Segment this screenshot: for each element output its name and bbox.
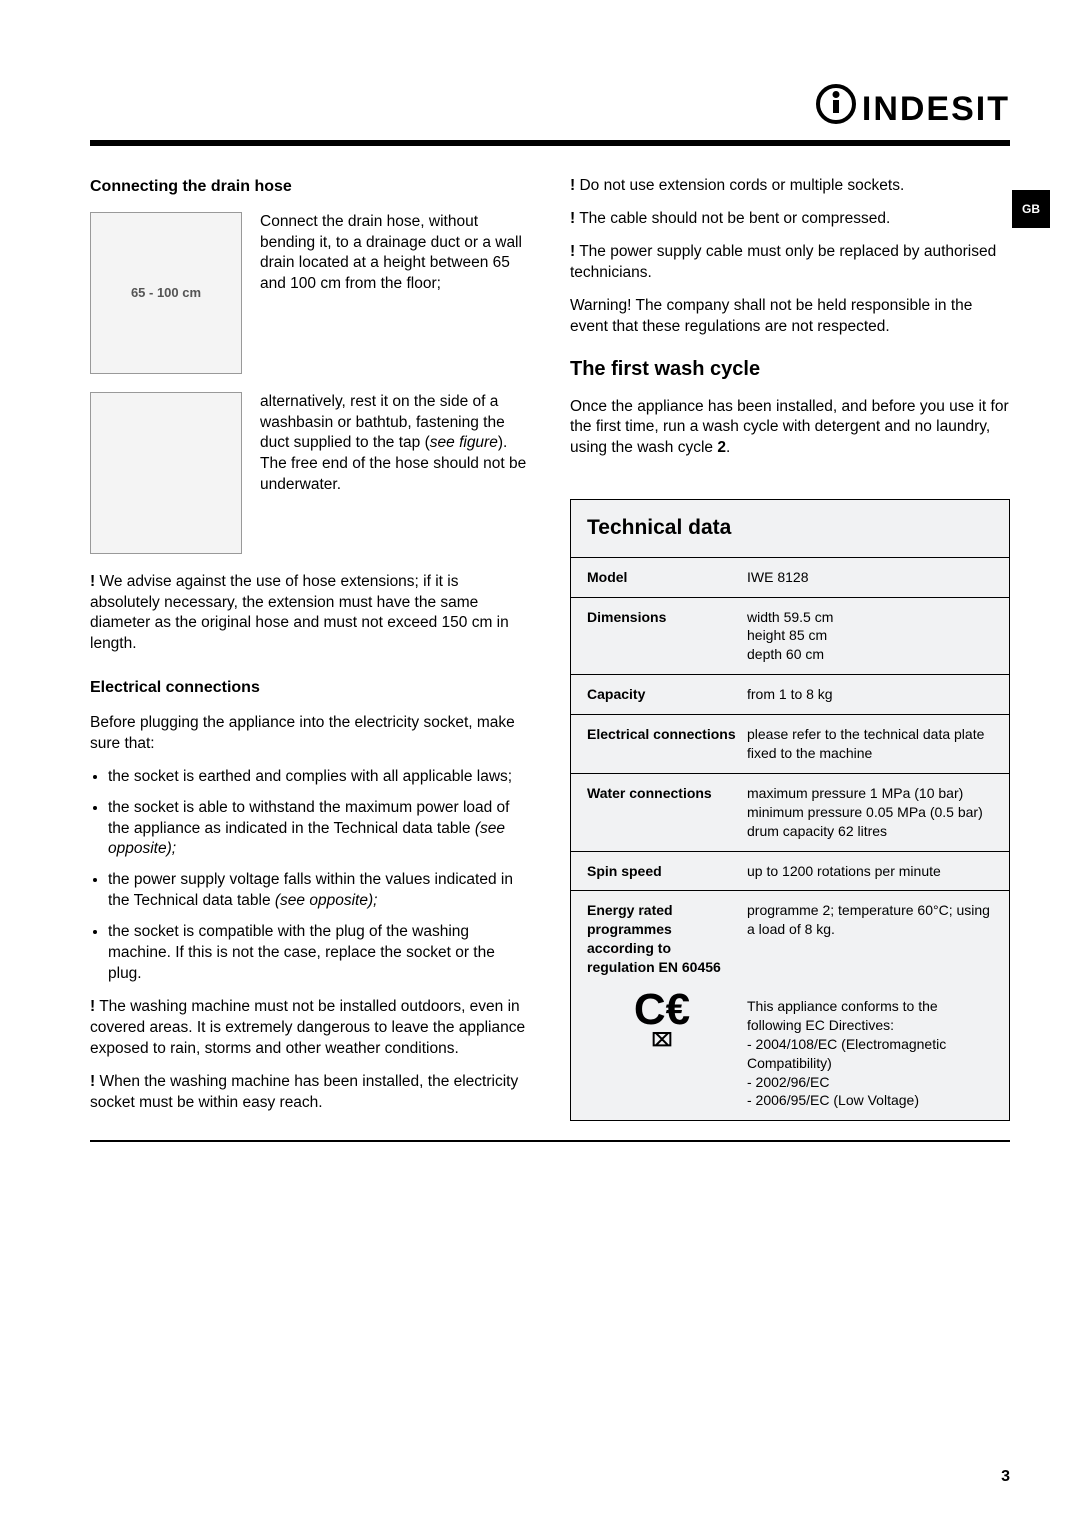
left-column: Connecting the drain hose 65 - 100 cm Co…	[90, 176, 530, 1126]
tech-key: Spin speed	[587, 862, 737, 881]
warn-outdoor: ! The washing machine must not be instal…	[90, 997, 530, 1060]
figure-basin	[90, 392, 242, 554]
warn-supply: ! The power supply cable must only be re…	[570, 242, 1010, 284]
tech-row: Model IWE 8128	[571, 558, 1009, 598]
elec-bullets: the socket is earthed and complies with …	[90, 767, 530, 985]
first-wash-b: .	[726, 439, 730, 456]
tech-row-ce: C€⌧ This appliance conforms to the follo…	[571, 987, 1009, 1120]
technical-data-box: Technical data Model IWE 8128 Dimensionswi…	[570, 499, 1010, 1121]
warn-hose: ! We advise against the use of hose exte…	[90, 572, 530, 656]
tech-rows: Model IWE 8128 Dimensionswidth 59.5 cm hei…	[571, 558, 1009, 987]
tech-key: Electrical connections	[587, 725, 737, 763]
figure-1-label: 65 - 100 cm	[131, 284, 201, 302]
bullet-2a: the socket is able to withstand the maxi…	[108, 799, 509, 837]
tech-key: Energy rated programmes according to reg…	[587, 901, 737, 977]
warn-company: Warning! The company shall not be held r…	[570, 296, 1010, 338]
warn-cable-text: The cable should not be bent or compress…	[575, 210, 890, 227]
warn-reach-text: When the washing machine has been instal…	[90, 1073, 518, 1111]
tech-row: Water connectionsmaximum pressure 1 MPa …	[571, 774, 1009, 852]
bullet-3: the power supply voltage falls within th…	[108, 870, 530, 912]
tech-row: Electrical connections please refer to th…	[571, 715, 1009, 774]
para-drain: Connect the drain hose, without bending …	[260, 212, 530, 296]
heading-drain: Connecting the drain hose	[90, 176, 530, 198]
page-number: 3	[1001, 1466, 1010, 1488]
tech-row: Energy rated programmes according to reg…	[571, 891, 1009, 987]
tech-value: IWE 8128	[747, 568, 993, 587]
figure-block-2: alternatively, rest it on the side of a …	[90, 392, 530, 554]
warn-extension-text: Do not use extension cords or multiple s…	[575, 177, 904, 194]
tech-key: Capacity	[587, 685, 737, 704]
tech-title: Technical data	[571, 500, 1009, 557]
heading-electrical: Electrical connections	[90, 677, 530, 699]
warn-cable: ! The cable should not be bent or compre…	[570, 209, 1010, 230]
warn-supply-text: The power supply cable must only be repl…	[570, 243, 996, 281]
elec-intro: Before plugging the appliance into the e…	[90, 713, 530, 755]
tech-value: width 59.5 cm height 85 cm depth 60 cm	[747, 608, 993, 665]
figure-block-1: 65 - 100 cm Connect the drain hose, with…	[90, 212, 530, 374]
para-alt: alternatively, rest it on the side of a …	[260, 392, 530, 497]
ce-text: This appliance conforms to the following…	[747, 997, 993, 1110]
tech-key: Water connections	[587, 784, 737, 841]
first-wash-num: 2	[717, 439, 726, 456]
ce-mark-icon: C€⌧	[587, 997, 737, 1110]
bullet-3-it: (see opposite);	[275, 892, 378, 909]
bullet-4: the socket is compatible with the plug o…	[108, 922, 530, 985]
tech-row: Dimensionswidth 59.5 cm height 85 cm dep…	[571, 598, 1009, 676]
tech-key: Model	[587, 568, 737, 587]
tech-value: programme 2; temperature 60°C; using a l…	[747, 901, 993, 977]
brand-logo: INDESIT	[816, 80, 1010, 133]
footer-rule	[90, 1140, 1010, 1142]
content-columns: Connecting the drain hose 65 - 100 cm Co…	[90, 176, 1010, 1126]
brand-text: INDESIT	[862, 90, 1010, 128]
bullet-2: the socket is able to withstand the maxi…	[108, 798, 530, 861]
figure-drain-height: 65 - 100 cm	[90, 212, 242, 374]
tech-row: Spin speed up to 1200 rotations per minut…	[571, 852, 1009, 892]
warn-hose-text: We advise against the use of hose extens…	[90, 573, 509, 653]
tech-value: from 1 to 8 kg	[747, 685, 993, 704]
para-alt-it: see figure	[430, 434, 498, 451]
tech-value: maximum pressure 1 MPa (10 bar) minimum …	[747, 784, 993, 841]
header-rule	[90, 140, 1010, 146]
logo-icon	[816, 84, 856, 124]
language-tab: GB	[1012, 190, 1050, 228]
heading-first-wash: The first wash cycle	[570, 356, 1010, 383]
warn-reach: ! When the washing machine has been inst…	[90, 1072, 530, 1114]
tech-value: please refer to the technical data plate…	[747, 725, 993, 763]
tech-value: up to 1200 rotations per minute	[747, 862, 993, 881]
first-wash-a: Once the appliance has been installed, a…	[570, 398, 1009, 457]
bullet-1: the socket is earthed and complies with …	[108, 767, 530, 788]
warn-outdoor-text: The washing machine must not be installe…	[90, 998, 525, 1057]
tech-row: Capacity from 1 to 8 kg	[571, 675, 1009, 715]
tech-key: Dimensions	[587, 608, 737, 665]
first-wash-para: Once the appliance has been installed, a…	[570, 397, 1010, 460]
right-column: ! Do not use extension cords or multiple…	[570, 176, 1010, 1126]
warn-extension: ! Do not use extension cords or multiple…	[570, 176, 1010, 197]
